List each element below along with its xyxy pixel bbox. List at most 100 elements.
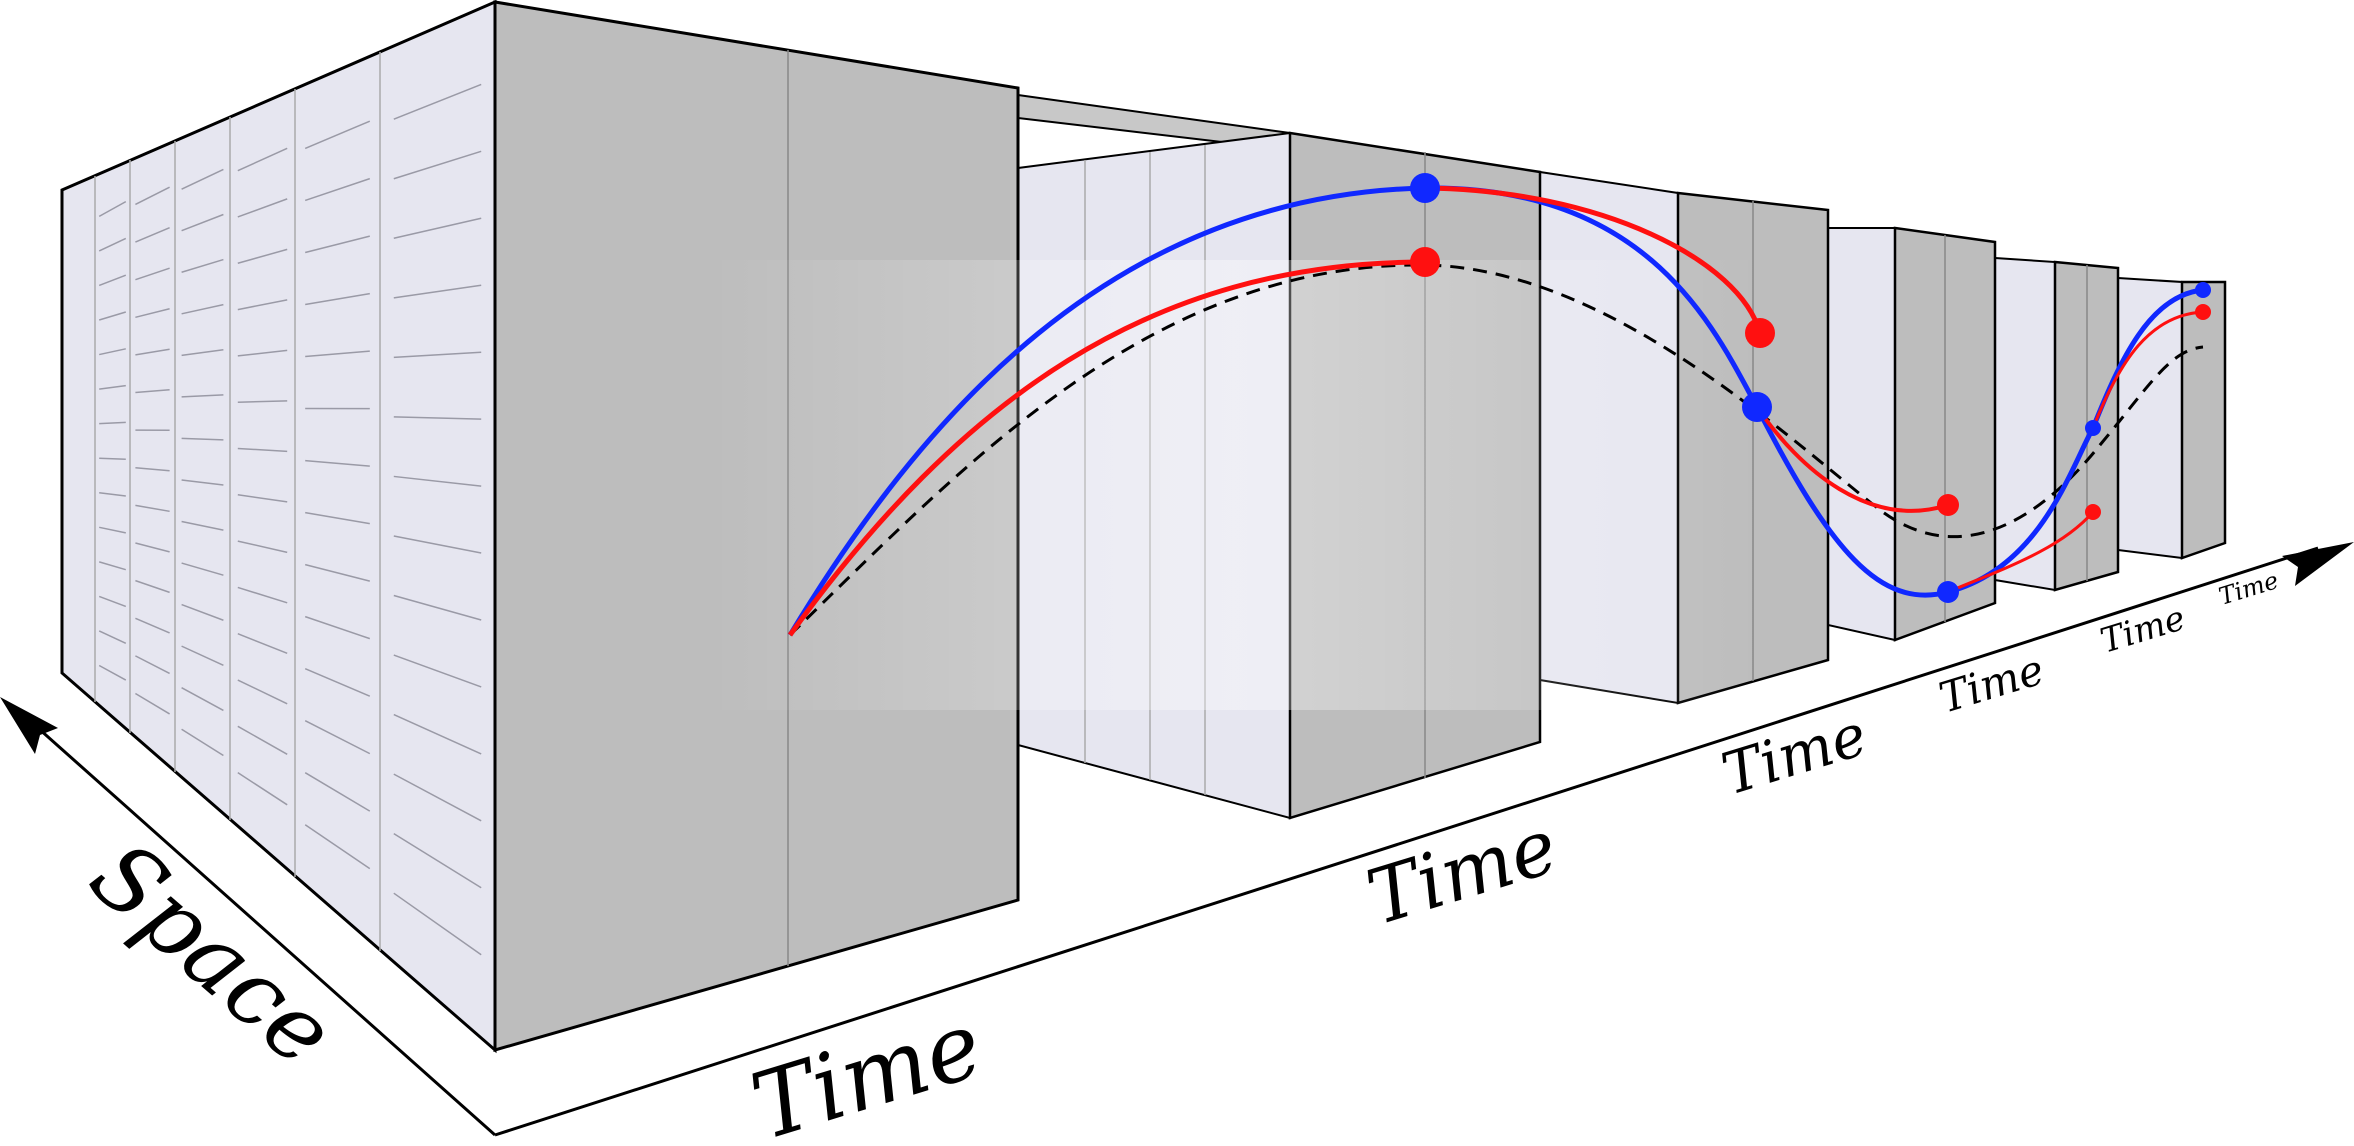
panel-line bbox=[393, 475, 482, 487]
panel-line bbox=[393, 833, 482, 889]
panel-line bbox=[305, 350, 370, 358]
panel-line bbox=[393, 83, 482, 120]
panel-line bbox=[393, 773, 482, 822]
panel-line bbox=[237, 725, 288, 755]
panel-line bbox=[135, 655, 170, 675]
time-axis-line bbox=[494, 546, 2319, 1137]
panel-line bbox=[237, 198, 288, 218]
panel-line bbox=[135, 389, 170, 394]
blue-point bbox=[2085, 420, 2101, 436]
panel-line bbox=[98, 200, 127, 218]
space-axis-line bbox=[19, 710, 496, 1137]
panel-line bbox=[99, 421, 126, 425]
panel-line bbox=[181, 603, 224, 621]
panel-line bbox=[99, 457, 126, 460]
panel-line bbox=[135, 692, 170, 715]
panel-line bbox=[304, 667, 371, 697]
panel-line bbox=[135, 267, 170, 281]
panel-line bbox=[304, 615, 371, 640]
panel-line bbox=[135, 186, 170, 206]
panel-line bbox=[237, 447, 288, 453]
panel-line bbox=[393, 713, 482, 755]
panel-line bbox=[237, 494, 288, 503]
panel-line bbox=[305, 292, 370, 306]
panel-line bbox=[181, 645, 224, 667]
panel-line bbox=[393, 594, 482, 621]
panel-line bbox=[237, 248, 288, 264]
fog-overlay bbox=[710, 260, 1760, 710]
panel-line bbox=[237, 540, 288, 554]
time-axis-label-5: Time bbox=[2096, 598, 2190, 661]
panel-line bbox=[181, 437, 224, 441]
red-trajectory-segment bbox=[1755, 405, 1949, 513]
panel-line bbox=[181, 479, 224, 486]
panel-line bbox=[305, 459, 370, 467]
panel-line bbox=[393, 654, 482, 688]
panel-line bbox=[98, 595, 127, 608]
panel-line bbox=[181, 349, 224, 357]
panel-line bbox=[304, 177, 371, 202]
panel-line bbox=[181, 168, 224, 190]
axis-frame bbox=[0, 542, 2354, 1137]
panel-line bbox=[181, 562, 224, 576]
panel-line bbox=[393, 351, 482, 359]
panel-line bbox=[181, 303, 224, 315]
panel-line bbox=[135, 617, 170, 634]
panel-line bbox=[304, 772, 371, 812]
block-6-front bbox=[2180, 280, 2227, 560]
red-trajectory-segment bbox=[2091, 310, 2204, 429]
panel-line bbox=[98, 664, 127, 681]
red-trajectory bbox=[787, 259, 1426, 637]
blue-point bbox=[2195, 282, 2211, 298]
panel-line bbox=[393, 284, 482, 299]
red-point bbox=[1745, 318, 1775, 348]
reference-trajectory bbox=[788, 263, 2204, 637]
panel-line bbox=[237, 400, 288, 403]
block-6 bbox=[2117, 276, 2227, 560]
panel-line bbox=[304, 720, 371, 755]
panel-line bbox=[135, 226, 170, 243]
panel-line bbox=[181, 394, 224, 398]
panel-line bbox=[98, 630, 127, 644]
panel-line bbox=[305, 511, 370, 525]
panel-line bbox=[135, 467, 170, 472]
red-point bbox=[1410, 247, 1440, 277]
panel-line bbox=[99, 348, 126, 356]
panel-line bbox=[393, 217, 482, 240]
block-1-panel-lines bbox=[98, 83, 482, 956]
panel-line bbox=[305, 235, 370, 254]
panel-line bbox=[135, 579, 170, 594]
block-4-side bbox=[1827, 227, 1896, 642]
time-axis-label-4: Time bbox=[1934, 645, 2050, 723]
red-trajectory-segment bbox=[1424, 185, 1763, 334]
panel-line bbox=[181, 258, 224, 273]
panel-line bbox=[98, 561, 127, 571]
panel-line bbox=[237, 299, 288, 311]
panel-line bbox=[393, 535, 482, 554]
red-point bbox=[1937, 494, 1959, 516]
panel-line bbox=[237, 349, 288, 357]
block-4 bbox=[1827, 226, 1997, 642]
panel-line bbox=[99, 526, 126, 534]
panel-line bbox=[305, 563, 370, 582]
panel-line bbox=[181, 728, 224, 757]
panel-line bbox=[135, 504, 170, 513]
panel-line bbox=[393, 416, 482, 420]
panel-line bbox=[237, 633, 288, 655]
panel-line bbox=[237, 679, 288, 705]
panel-line bbox=[237, 586, 288, 604]
panel-line bbox=[135, 348, 170, 356]
panel-line bbox=[181, 520, 224, 531]
time-axis-label-6: Time bbox=[2216, 566, 2282, 611]
panel-line bbox=[304, 824, 371, 870]
panel-line bbox=[181, 213, 224, 232]
block-5-side bbox=[1994, 256, 2056, 592]
panel-line bbox=[98, 237, 127, 252]
panel-line bbox=[393, 150, 482, 180]
panel-line bbox=[99, 492, 126, 497]
panel-line bbox=[237, 772, 288, 806]
blue-point bbox=[1742, 392, 1772, 422]
panel-line bbox=[135, 307, 170, 319]
panel-line bbox=[98, 311, 127, 321]
blue-point bbox=[1937, 581, 1959, 603]
